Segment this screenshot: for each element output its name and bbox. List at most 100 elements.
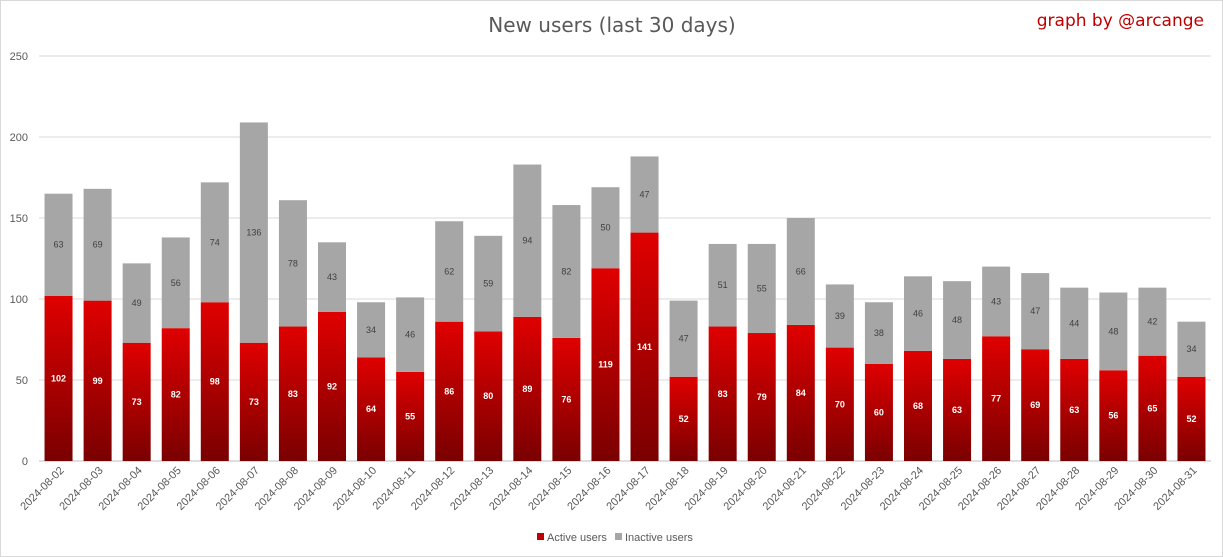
bar-active xyxy=(278,326,307,461)
data-label-active: 73 xyxy=(132,397,142,407)
data-label-active: 68 xyxy=(913,401,923,411)
chart-title: New users (last 30 days) xyxy=(488,13,735,37)
legend: Active users Inactive users xyxy=(537,532,693,544)
bar-inactive xyxy=(435,221,464,322)
data-label-active: 60 xyxy=(874,407,884,417)
data-label-active: 98 xyxy=(210,377,220,387)
y-tick-label: 100 xyxy=(10,294,28,306)
data-label-inactive: 62 xyxy=(444,266,454,276)
bar-inactive xyxy=(864,302,893,364)
bar-inactive xyxy=(669,300,698,377)
bar-inactive xyxy=(982,266,1011,337)
bar-active xyxy=(357,357,386,461)
legend-label-inactive: Inactive users xyxy=(625,532,693,544)
data-label-inactive: 34 xyxy=(1186,344,1196,354)
bar-active xyxy=(200,302,229,461)
data-label-inactive: 63 xyxy=(54,240,64,250)
bar-inactive xyxy=(239,122,268,343)
data-label-inactive: 46 xyxy=(913,309,923,319)
x-axis-ticks: 2024-08-022024-08-032024-08-042024-08-05… xyxy=(18,465,1199,513)
data-label-active: 55 xyxy=(405,411,415,421)
data-label-inactive: 47 xyxy=(1030,306,1040,316)
bar-inactive xyxy=(161,237,190,329)
data-label-active: 79 xyxy=(757,392,767,402)
bar-active xyxy=(708,326,737,461)
bar-inactive xyxy=(1021,273,1050,350)
bar-inactive xyxy=(122,263,151,343)
data-label-inactive: 39 xyxy=(835,311,845,321)
data-label-inactive: 43 xyxy=(991,296,1001,306)
data-label-active: 119 xyxy=(598,360,613,370)
bar-active xyxy=(864,363,893,461)
bar-active xyxy=(1060,358,1089,461)
bar-active xyxy=(44,295,73,461)
legend-swatch-active xyxy=(537,533,544,540)
bar-active xyxy=(83,300,112,461)
data-label-inactive: 43 xyxy=(327,272,337,282)
bar-inactive xyxy=(278,200,307,327)
data-label-inactive: 51 xyxy=(718,280,728,290)
gridlines xyxy=(39,55,1211,462)
data-label-active: 99 xyxy=(93,376,103,386)
data-label-active: 102 xyxy=(51,373,66,383)
data-label-active: 76 xyxy=(561,394,571,404)
data-label-inactive: 94 xyxy=(522,236,532,246)
bar-inactive xyxy=(1138,287,1167,356)
data-label-inactive: 74 xyxy=(210,237,220,247)
bar-active xyxy=(318,311,346,461)
data-label-inactive: 56 xyxy=(171,278,181,288)
data-label-active: 63 xyxy=(952,405,962,415)
data-label-inactive: 66 xyxy=(796,266,806,276)
data-label-active: 64 xyxy=(366,404,376,414)
bar-inactive xyxy=(396,297,425,372)
data-label-active: 82 xyxy=(171,390,181,400)
y-tick-label: 250 xyxy=(10,51,28,63)
bar-inactive xyxy=(825,284,854,348)
data-label-active: 52 xyxy=(679,414,689,424)
legend-swatch-inactive xyxy=(615,533,622,540)
data-label-active: 92 xyxy=(327,381,337,391)
bar-active xyxy=(825,347,854,461)
data-label-inactive: 49 xyxy=(132,298,142,308)
data-label-active: 77 xyxy=(991,394,1001,404)
data-label-inactive: 44 xyxy=(1069,318,1079,328)
bar-active xyxy=(982,336,1011,461)
bar-inactive xyxy=(943,281,972,359)
bars: 102 63 99 69 73 49 82 56 98 74 73 136 83 78 92 43 64 34 55… xyxy=(44,122,1206,461)
data-label-inactive: 55 xyxy=(757,283,767,293)
bar-inactive xyxy=(1099,292,1128,371)
bar-inactive xyxy=(44,193,73,296)
bar-active xyxy=(1099,370,1128,461)
data-label-inactive: 48 xyxy=(952,315,962,325)
bar-active xyxy=(1138,355,1167,461)
bar-active xyxy=(161,328,190,461)
bar-inactive xyxy=(357,302,386,358)
bar-inactive xyxy=(591,187,620,269)
data-label-inactive: 47 xyxy=(679,334,689,344)
bar-active xyxy=(591,268,620,461)
bar-active xyxy=(786,324,815,461)
bar-inactive xyxy=(708,243,737,327)
data-label-inactive: 69 xyxy=(93,240,103,250)
data-label-inactive: 48 xyxy=(1108,326,1118,336)
data-label-active: 89 xyxy=(522,384,532,394)
bar-inactive xyxy=(904,276,932,351)
data-label-inactive: 136 xyxy=(246,228,261,238)
data-label-active: 141 xyxy=(637,342,652,352)
bar-inactive xyxy=(200,182,229,303)
bar-inactive xyxy=(513,164,542,317)
bar-active xyxy=(1177,376,1206,461)
bar-active xyxy=(435,321,464,461)
data-label-active: 80 xyxy=(483,391,493,401)
legend-label-active: Active users xyxy=(547,532,607,544)
data-label-inactive: 50 xyxy=(600,223,610,233)
data-label-inactive: 78 xyxy=(288,258,298,268)
chart-credit: graph by @arcange xyxy=(1037,11,1204,31)
bar-inactive xyxy=(747,243,776,334)
bar-active xyxy=(552,337,581,461)
bar-inactive xyxy=(1177,321,1206,377)
bar-active xyxy=(630,232,659,461)
data-label-active: 73 xyxy=(249,397,259,407)
data-label-active: 65 xyxy=(1147,403,1157,413)
